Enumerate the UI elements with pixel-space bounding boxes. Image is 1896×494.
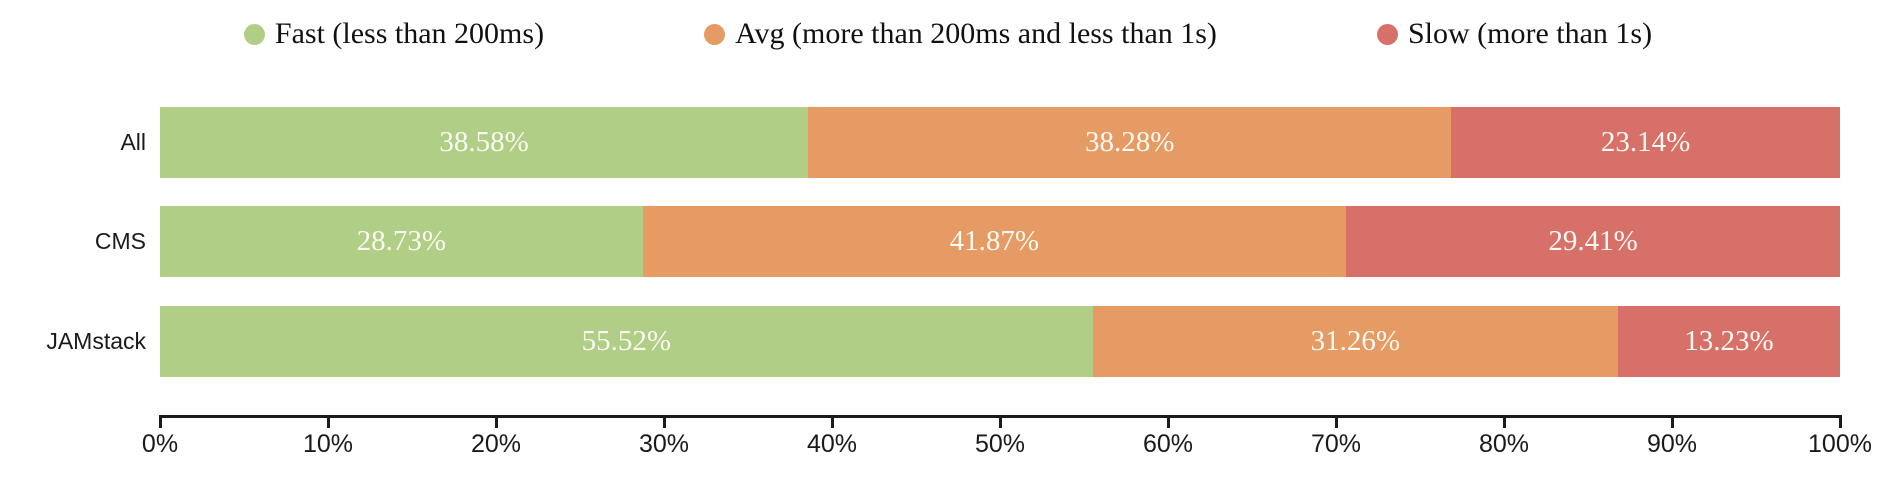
bar-segment-cms-slow: 29.41% xyxy=(1346,206,1841,277)
legend-dot-avg-icon xyxy=(704,23,726,45)
segment-value-label: 29.41% xyxy=(1548,225,1638,257)
segment-value-label: 28.73% xyxy=(356,225,447,257)
bar-segment-cms-avg: 41.87% xyxy=(642,206,1347,277)
segment-value-label: 38.28% xyxy=(1084,126,1175,158)
x-axis-tick-label: 20% xyxy=(470,430,522,458)
legend-item-avg: Avg (more than 200ms and less than 1s) xyxy=(704,17,1217,51)
x-axis-tick-label: 40% xyxy=(806,430,858,458)
segment-value-label: 31.26% xyxy=(1310,325,1401,357)
bar-segment-cms-fast: 28.73% xyxy=(160,206,643,277)
x-axis-tick xyxy=(1334,415,1338,428)
bar-row-cms: CMS 28.73% 41.87% 29.41% xyxy=(0,206,1841,277)
x-axis-tick xyxy=(1502,415,1506,428)
stacked-bar-all: 38.58% 38.28% 23.14% xyxy=(160,107,1840,178)
segment-value-label: 41.87% xyxy=(949,225,1040,257)
segment-value-label: 38.58% xyxy=(439,126,529,158)
x-axis-tick-label: 50% xyxy=(974,430,1026,458)
x-axis-tick-label: 80% xyxy=(1478,430,1530,458)
x-axis-tick-label: 70% xyxy=(1310,430,1362,458)
row-label-cms: CMS xyxy=(94,228,146,254)
legend: Fast (less than 200ms) Avg (more than 200… xyxy=(0,12,1896,56)
legend-dot-slow-icon xyxy=(1376,23,1398,45)
x-axis-tick-label: 0% xyxy=(141,430,179,458)
legend-label-slow: Slow (more than 1s) xyxy=(1407,17,1653,50)
x-axis-tick-label: 100% xyxy=(1808,430,1872,458)
legend-label-avg: Avg (more than 200ms and less than 1s) xyxy=(735,17,1217,50)
x-axis-tick xyxy=(158,415,162,428)
row-label-all: All xyxy=(120,129,146,155)
bar-row-all: All 38.58% 38.28% 23.14% xyxy=(0,107,1840,178)
x-axis-tick xyxy=(494,415,498,428)
x-axis-tick-label: 30% xyxy=(638,430,690,458)
legend-item-fast: Fast (less than 200ms) xyxy=(243,17,545,51)
bar-segment-all-avg: 38.28% xyxy=(808,107,1452,178)
x-axis-tick-label: 90% xyxy=(1646,430,1698,458)
x-axis-tick xyxy=(998,415,1002,428)
x-axis-tick xyxy=(326,415,330,428)
segment-value-label: 55.52% xyxy=(581,325,672,357)
segment-value-label: 13.23% xyxy=(1684,325,1774,357)
stacked-bar-cms: 28.73% 41.87% 29.41% xyxy=(160,206,1841,277)
row-label-jamstack: JAMstack xyxy=(46,328,146,354)
legend-dot-fast-icon xyxy=(243,23,265,45)
bar-segment-all-slow: 23.14% xyxy=(1451,107,1840,178)
bar-segment-all-fast: 38.58% xyxy=(160,107,809,178)
segment-value-label: 23.14% xyxy=(1600,126,1691,158)
x-axis-tick xyxy=(1838,415,1842,428)
bar-row-jamstack: JAMstack 55.52% 31.26% 13.23% xyxy=(0,306,1841,377)
legend-label-fast: Fast (less than 200ms) xyxy=(274,17,545,50)
x-axis-tick xyxy=(1670,415,1674,428)
x-axis-tick xyxy=(1166,415,1170,428)
x-axis-tick-label: 60% xyxy=(1142,430,1194,458)
x-axis-tick xyxy=(830,415,834,428)
bar-segment-jamstack-fast: 55.52% xyxy=(160,306,1093,377)
x-axis-tick-label: 10% xyxy=(302,430,354,458)
stacked-bar-jamstack: 55.52% 31.26% 13.23% xyxy=(160,306,1841,377)
legend-item-slow: Slow (more than 1s) xyxy=(1376,17,1653,51)
x-axis-tick xyxy=(662,415,666,428)
bar-segment-jamstack-avg: 31.26% xyxy=(1092,306,1618,377)
bar-segment-jamstack-slow: 13.23% xyxy=(1617,306,1841,377)
